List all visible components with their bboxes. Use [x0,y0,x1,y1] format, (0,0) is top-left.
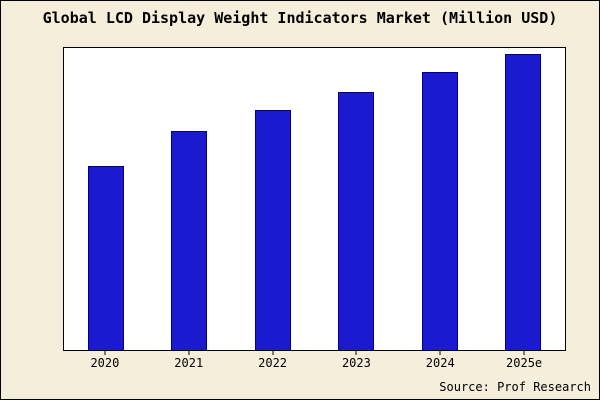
source-note: Source: Prof Research [439,380,591,394]
x-axis-label-2025e: 2025e [506,356,543,370]
chart-title: Global LCD Display Weight Indicators Mar… [42,9,558,27]
x-tick-2021 [188,351,190,355]
bar-2021 [171,130,208,350]
x-axis-label-2021: 2021 [174,356,204,370]
x-tick-2025e [523,351,525,355]
bar-2023 [338,92,375,350]
plot-area [63,47,566,351]
x-tick-2020 [104,351,106,355]
bar-2024 [421,71,458,350]
bar-2025e [505,53,542,350]
bar-2020 [87,166,124,350]
x-tick-2023 [355,351,357,355]
x-tick-2022 [272,351,274,355]
x-axis-labels: 2020 2021 2022 2023 2024 2025e [63,356,566,372]
x-axis-label-2023: 2023 [341,356,371,370]
bar-2022 [254,110,291,350]
x-tick-2024 [439,351,441,355]
x-axis-label-2024: 2024 [425,356,455,370]
x-axis-label-2020: 2020 [90,356,120,370]
x-axis-label-2022: 2022 [258,356,288,370]
x-axis-ticks [63,351,566,356]
